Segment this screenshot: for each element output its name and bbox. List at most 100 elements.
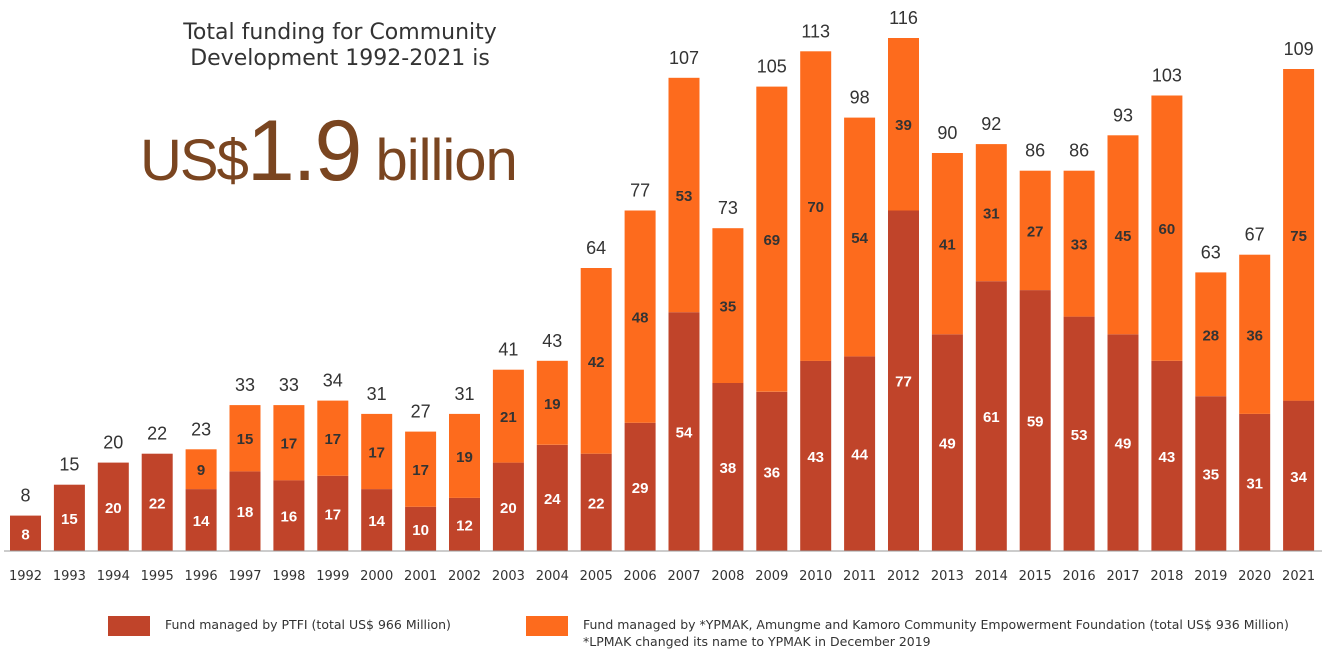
total-label: 63 xyxy=(1201,242,1221,262)
legend-swatch-ptfi xyxy=(108,616,150,636)
x-tick-label: 2001 xyxy=(404,569,437,584)
data-label-ptfi: 49 xyxy=(939,436,956,453)
data-label-ptfi: 29 xyxy=(632,480,649,497)
x-tick-label: 1998 xyxy=(272,569,305,584)
total-label: 107 xyxy=(669,48,699,68)
data-label-ptfi: 15 xyxy=(61,511,78,528)
data-label-ptfi: 38 xyxy=(720,460,737,477)
total-label: 22 xyxy=(147,424,167,444)
x-tick-label: 2015 xyxy=(1019,569,1052,584)
headline-line-1: Total funding for Community xyxy=(110,20,570,46)
data-label-ptfi: 36 xyxy=(763,464,780,481)
total-label: 34 xyxy=(323,371,343,391)
x-tick-label: 2017 xyxy=(1106,569,1139,584)
total-label: 77 xyxy=(630,181,650,201)
total-label: 31 xyxy=(454,384,474,404)
data-label-foundation: 19 xyxy=(544,396,561,413)
headline-text: Total funding for Community Development … xyxy=(110,20,570,72)
legend-footnote: *LPMAK changed its name to YPMAK in Dece… xyxy=(583,633,1289,650)
headline-line-2: Development 1992-2021 is xyxy=(110,46,570,72)
data-label-ptfi: 61 xyxy=(983,409,1000,426)
x-tick-label: 2008 xyxy=(711,569,744,584)
x-tick-label: 2012 xyxy=(887,569,920,584)
data-label-foundation: 19 xyxy=(456,449,473,466)
data-label-ptfi: 20 xyxy=(500,500,517,517)
x-tick-label: 2014 xyxy=(975,569,1008,584)
total-label: 116 xyxy=(889,8,918,28)
data-label-foundation: 21 xyxy=(500,409,517,426)
x-tick-label: 2006 xyxy=(624,569,657,584)
data-label-foundation: 27 xyxy=(1027,223,1044,240)
x-tick-label: 1997 xyxy=(228,569,261,584)
data-label-foundation: 31 xyxy=(983,206,1000,223)
data-label-foundation: 15 xyxy=(237,431,254,448)
total-funding-amount: US$1.9 billion xyxy=(140,102,517,201)
data-label-ptfi: 53 xyxy=(1071,427,1088,444)
x-tick-label: 1994 xyxy=(97,569,130,584)
total-label: 90 xyxy=(937,123,957,143)
data-label-ptfi: 18 xyxy=(237,504,254,521)
data-label-ptfi: 34 xyxy=(1290,469,1307,486)
data-label-foundation: 53 xyxy=(676,188,693,205)
total-label: 105 xyxy=(757,57,787,77)
data-label-foundation: 60 xyxy=(1159,221,1176,238)
total-label: 103 xyxy=(1152,66,1182,86)
x-tick-label: 2002 xyxy=(448,569,481,584)
data-label-ptfi: 10 xyxy=(412,522,429,539)
x-tick-label: 2003 xyxy=(492,569,525,584)
data-label-foundation: 35 xyxy=(720,299,737,316)
data-label-ptfi: 44 xyxy=(851,447,868,464)
data-label-foundation: 69 xyxy=(763,232,780,249)
x-tick-label: 2018 xyxy=(1150,569,1183,584)
x-tick-label: 2000 xyxy=(360,569,393,584)
data-label-ptfi: 24 xyxy=(544,491,561,508)
total-label: 64 xyxy=(586,238,606,258)
total-label: 92 xyxy=(981,114,1001,134)
x-tick-label: 1992 xyxy=(9,569,42,584)
total-label: 33 xyxy=(279,375,299,395)
x-tick-label: 2019 xyxy=(1194,569,1227,584)
total-label: 98 xyxy=(850,88,870,108)
data-label-foundation: 28 xyxy=(1202,327,1219,344)
x-tick-label: 2013 xyxy=(931,569,964,584)
x-tick-label: 1993 xyxy=(53,569,86,584)
total-label: 20 xyxy=(103,433,123,453)
data-label-foundation: 48 xyxy=(632,310,649,327)
x-tick-label: 1999 xyxy=(316,569,349,584)
amount-suffix: billion xyxy=(360,128,516,193)
data-label-ptfi: 77 xyxy=(895,374,912,391)
legend-label-ptfi: Fund managed by PTFI (total US$ 966 Mill… xyxy=(165,616,451,633)
total-label: 31 xyxy=(367,384,387,404)
data-label-foundation: 39 xyxy=(895,117,912,134)
total-label: 33 xyxy=(235,375,255,395)
x-tick-label: 1996 xyxy=(185,569,218,584)
data-label-ptfi: 31 xyxy=(1246,476,1263,493)
total-label: 86 xyxy=(1025,141,1045,161)
x-tick-label: 2009 xyxy=(755,569,788,584)
data-label-foundation: 41 xyxy=(939,237,956,254)
data-label-foundation: 17 xyxy=(368,445,385,462)
data-label-foundation: 36 xyxy=(1246,327,1263,344)
data-label-ptfi: 20 xyxy=(105,500,122,517)
data-label-foundation: 70 xyxy=(807,199,824,216)
x-tick-label: 2005 xyxy=(580,569,613,584)
total-label: 67 xyxy=(1245,225,1265,245)
data-label-ptfi: 43 xyxy=(807,449,824,466)
total-label: 73 xyxy=(718,198,738,218)
x-tick-label: 2020 xyxy=(1238,569,1271,584)
total-label: 8 xyxy=(20,486,30,506)
data-label-ptfi: 22 xyxy=(149,495,166,512)
amount-prefix: US$ xyxy=(140,128,247,193)
total-label: 27 xyxy=(411,402,431,422)
data-label-ptfi: 12 xyxy=(456,518,473,535)
x-tick-label: 2004 xyxy=(536,569,569,584)
data-label-foundation: 54 xyxy=(851,230,868,247)
total-label: 43 xyxy=(542,331,562,351)
data-label-ptfi: 14 xyxy=(368,513,385,530)
total-label: 41 xyxy=(498,340,518,360)
data-label-foundation: 17 xyxy=(281,436,298,453)
total-label: 23 xyxy=(191,419,211,439)
data-label-ptfi: 49 xyxy=(1115,436,1132,453)
data-label-ptfi: 14 xyxy=(193,513,210,530)
